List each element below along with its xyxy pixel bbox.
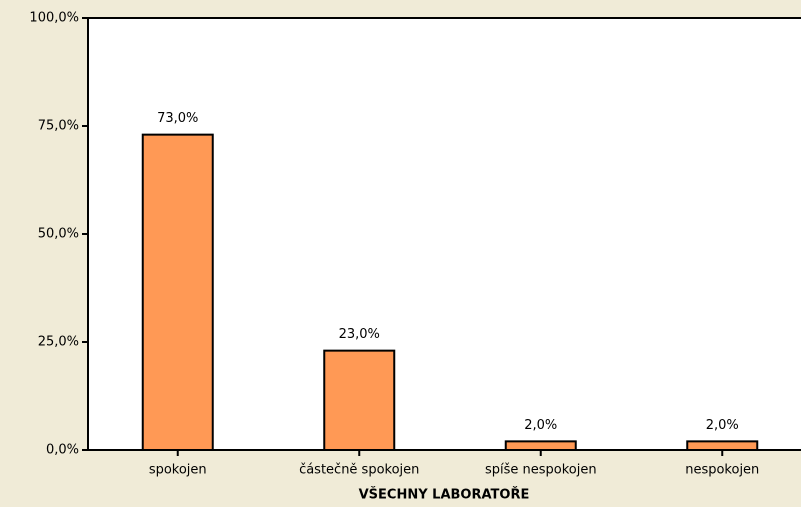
x-axis-label: VŠECHNY LABORATOŘE [359, 487, 530, 503]
value-label: 2,0% [706, 418, 739, 433]
x-tick-label: spíše nespokojen [485, 463, 597, 478]
value-label: 23,0% [339, 327, 380, 342]
x-tick-label: spokojen [149, 463, 207, 478]
bar [323, 349, 396, 452]
y-tick-label: 50,0% [38, 227, 79, 242]
y-tick-label: 100,0% [29, 11, 79, 26]
y-tick-label: 75,0% [38, 119, 79, 134]
value-label: 2,0% [524, 418, 557, 433]
x-tick-label: nespokojen [685, 463, 759, 478]
y-tick-label: 25,0% [38, 335, 79, 350]
bar [686, 440, 759, 451]
value-label: 73,0% [157, 111, 198, 126]
bar [141, 133, 214, 451]
y-tick-label: 0,0% [46, 443, 79, 458]
x-tick-label: částečně spokojen [299, 463, 419, 478]
bar [504, 440, 577, 451]
